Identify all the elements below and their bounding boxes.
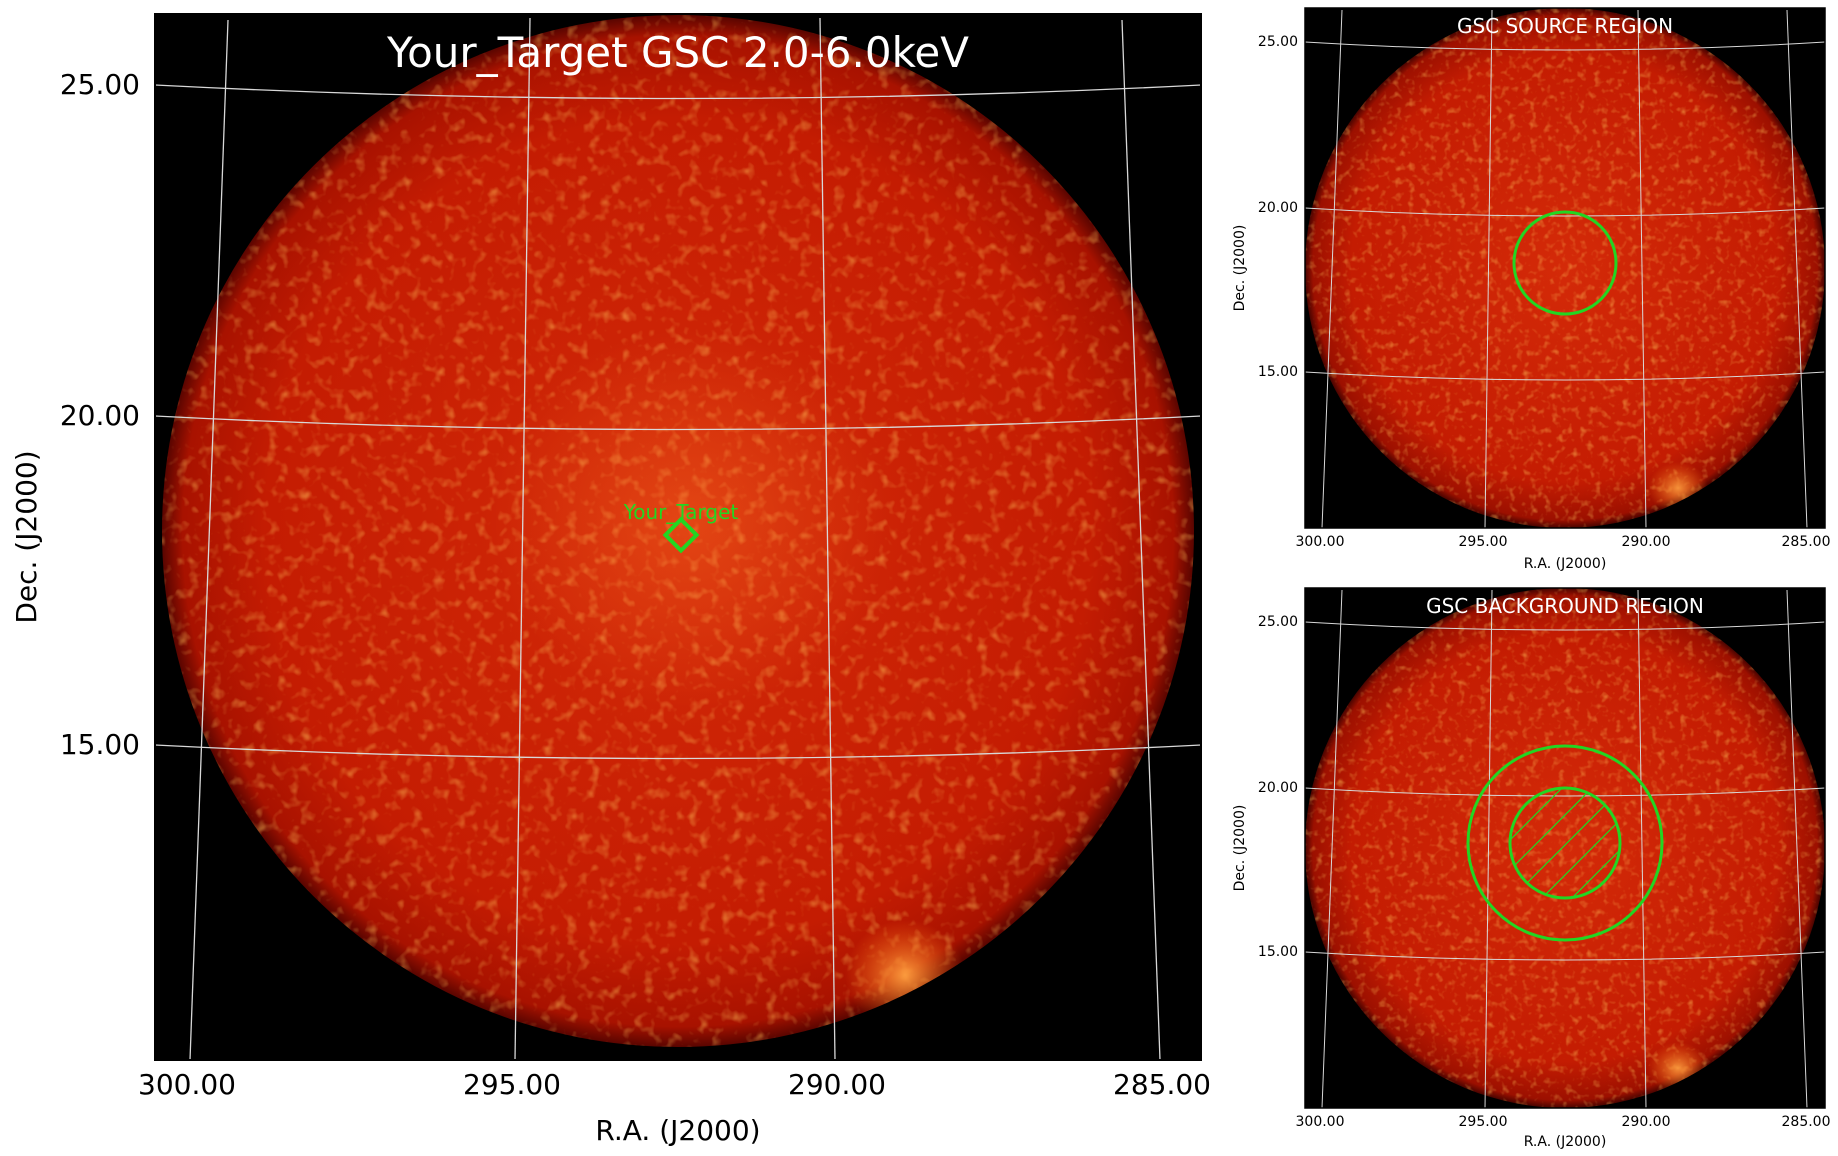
x-tick-285: 285.00 [1113,1068,1211,1101]
target-marker [662,516,700,554]
source-x-axis-label: R.A. (J2000) [1524,556,1607,572]
source-x-tick-285: 285.00 [1782,534,1831,550]
y-tick-15: 15.00 [60,728,140,761]
source-panel: GSC SOURCE REGION 25.00 20.00 15.00 300.… [1230,0,1838,580]
main-title: Your_Target GSC 2.0-6.0keV [386,28,969,77]
background-y-tick-15: 15.00 [1258,944,1298,960]
main-panel: Your_Target Your_Target GSC 2.0-6.0keV 2… [10,13,1211,1147]
target-label: Your_Target [623,500,739,524]
background-outer-circle [1466,744,1664,942]
source-x-tick-290: 290.00 [1622,534,1671,550]
source-x-tick-300: 300.00 [1296,534,1345,550]
background-x-tick-295: 295.00 [1459,1114,1508,1130]
background-title: GSC BACKGROUND REGION [1426,594,1704,618]
source-y-axis-label: Dec. (J2000) [1232,225,1248,312]
background-x-tick-290: 290.00 [1622,1114,1671,1130]
background-y-tick-20: 20.00 [1258,780,1298,796]
background-x-axis-label: R.A. (J2000) [1524,1134,1607,1150]
y-tick-20: 20.00 [60,399,140,432]
background-x-tick-300: 300.00 [1296,1114,1345,1130]
source-y-tick-20: 20.00 [1258,200,1298,216]
source-region-circle [1512,210,1618,316]
source-title: GSC SOURCE REGION [1457,14,1673,38]
source-y-tick-25: 25.00 [1258,34,1298,50]
background-inner-circle [1508,786,1622,900]
x-tick-290: 290.00 [788,1068,886,1101]
x-tick-300: 300.00 [138,1068,236,1101]
x-axis-label: R.A. (J2000) [595,1114,760,1147]
x-tick-295: 295.00 [463,1068,561,1101]
background-panel: GSC BACKGROUND REGION 25.00 20.00 15.00 … [1230,580,1838,1156]
background-x-tick-285: 285.00 [1782,1114,1831,1130]
background-y-axis-label: Dec. (J2000) [1232,805,1248,892]
source-x-tick-295: 295.00 [1459,534,1508,550]
background-y-tick-25: 25.00 [1258,614,1298,630]
coordinate-grid [155,17,1201,1060]
y-axis-label: Dec. (J2000) [10,450,43,623]
y-tick-25: 25.00 [60,68,140,101]
source-y-tick-15: 15.00 [1258,364,1298,380]
